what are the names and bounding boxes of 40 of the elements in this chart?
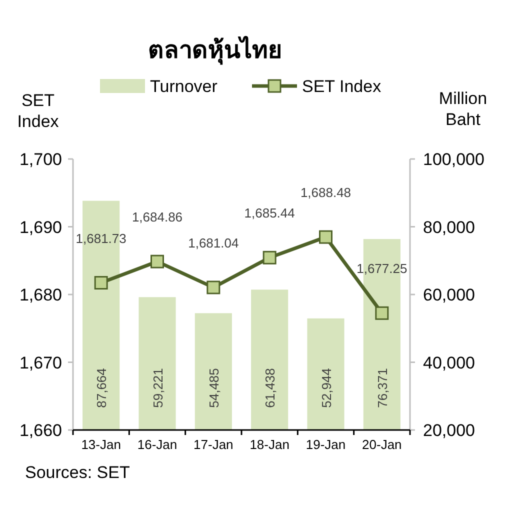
point bbox=[150, 254, 164, 268]
legend-label: Turnover bbox=[150, 77, 218, 96]
data-label: 1,681.04 bbox=[188, 235, 239, 250]
y-tick-label: 1,690 bbox=[19, 218, 62, 237]
data-label: 1,681.73 bbox=[76, 230, 126, 246]
y-tick-label: 1,660 bbox=[19, 421, 62, 440]
source-note: Sources: SET bbox=[25, 463, 130, 482]
y2-axis-title: Million Baht bbox=[438, 89, 488, 129]
data-label: 1,677.25 bbox=[356, 261, 408, 276]
x-tick-label: 17-Jan bbox=[194, 437, 234, 452]
point bbox=[262, 250, 276, 264]
x-tick-label: 20-Jan bbox=[362, 437, 402, 452]
x-tick-label: 18-Jan bbox=[250, 437, 290, 452]
data-label: 87,664 bbox=[94, 368, 110, 408]
y-tick-label: 1,680 bbox=[19, 286, 62, 304]
y2-tick-label: 20,000 bbox=[423, 421, 475, 440]
data-label: 54,485 bbox=[206, 368, 222, 408]
data-label: 61,438 bbox=[262, 368, 278, 408]
x-tick-label: 13-Jan bbox=[81, 437, 121, 452]
chart-title: ตลาดหุ้นไทย bbox=[148, 35, 282, 66]
point bbox=[206, 280, 220, 294]
data-label: 1,688.48 bbox=[300, 185, 352, 200]
data-label: 1,685.44 bbox=[244, 206, 295, 221]
data-label: 76,371 bbox=[374, 368, 390, 408]
point bbox=[94, 276, 108, 290]
data-label: 1,684.86 bbox=[132, 210, 183, 225]
point bbox=[319, 230, 332, 244]
y-tick-label: 1,700 bbox=[19, 150, 62, 169]
data-label: 59,221 bbox=[150, 368, 166, 408]
legend-label: SET Index bbox=[302, 77, 382, 96]
y2-tick-label: 80,000 bbox=[423, 218, 475, 237]
y-tick-label: 1,670 bbox=[19, 353, 62, 372]
x-tick-label: 16-Jan bbox=[137, 437, 178, 452]
point bbox=[375, 306, 389, 320]
y-axis-title: SET Index bbox=[17, 91, 60, 131]
data-label: 52,944 bbox=[318, 368, 334, 408]
y2-tick-label: 40,000 bbox=[423, 353, 475, 372]
x-tick-label: 19-Jan bbox=[306, 437, 346, 452]
y2-tick-label: 100,000 bbox=[423, 150, 484, 169]
y2-tick-label: 60,000 bbox=[423, 286, 475, 304]
